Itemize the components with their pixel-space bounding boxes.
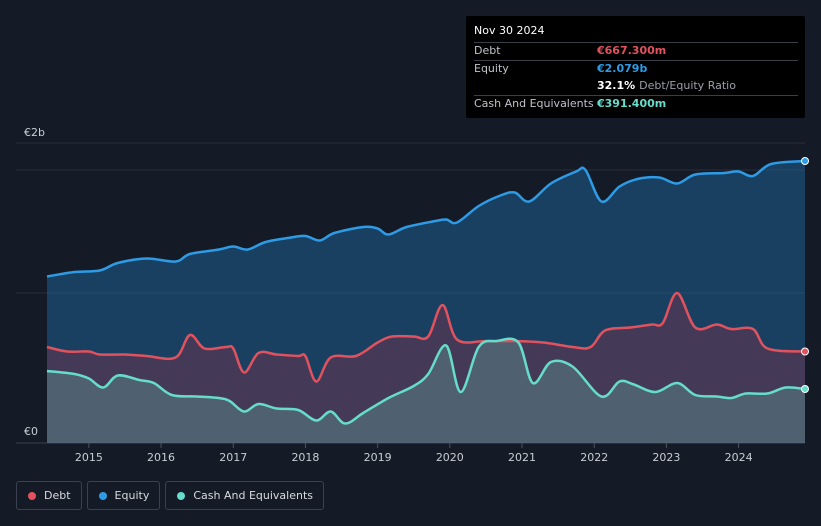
tooltip-ratio-value: 32.1%	[597, 79, 636, 92]
x-tick-label: 2020	[436, 451, 464, 464]
legend-debt-button[interactable]: Debt	[16, 481, 82, 510]
x-tick-label: 2019	[364, 451, 392, 464]
tooltip-debt-label: Debt	[474, 44, 501, 57]
debt-line	[46, 291, 806, 383]
data-tooltip: Nov 30 2024 Debt €667.300m Equity €2.079…	[466, 16, 805, 118]
chart-areas	[47, 161, 805, 443]
tooltip-cash-value: €391.400m	[597, 97, 667, 110]
legend-cash-button[interactable]: Cash And Equivalents	[165, 481, 324, 510]
chart-legend: Debt Equity Cash And Equivalents	[16, 481, 324, 510]
x-tick-label: 2022	[580, 451, 608, 464]
debt-end-marker	[801, 347, 809, 356]
x-tick-label: 2015	[75, 451, 103, 464]
equity-end-marker	[801, 157, 809, 165]
chart-grid	[16, 142, 805, 444]
cash-end-marker	[801, 385, 809, 393]
y-axis-top-label: €2b	[24, 126, 45, 139]
tooltip-date: Nov 30 2024	[474, 24, 545, 37]
y-axis-bottom-label: €0	[24, 425, 38, 438]
equity-dot-icon	[98, 491, 107, 500]
x-tick-label: 2017	[219, 451, 247, 464]
legend-cash-label: Cash And Equivalents	[193, 489, 313, 502]
tooltip-cash-row: Cash And Equivalents €391.400m	[474, 95, 798, 113]
legend-debt-label: Debt	[44, 489, 71, 502]
x-tick-label: 2018	[291, 451, 319, 464]
cash-line	[46, 337, 806, 425]
tooltip-ratio-label: Debt/Equity Ratio	[639, 79, 736, 92]
legend-equity-button[interactable]: Equity	[86, 481, 161, 510]
x-tick-label: 2016	[147, 451, 175, 464]
x-axis-ticks: 2015 2016 2017 2018 2019 2020 2021 2022 2023 2024	[75, 443, 753, 464]
equity-line	[46, 159, 806, 278]
x-tick-label: 2023	[652, 451, 680, 464]
tooltip-debt-value: €667.300m	[597, 44, 667, 57]
chart-lines	[46, 159, 806, 425]
tooltip-equity-value: €2.079b	[597, 62, 648, 75]
debt-dot-icon	[28, 491, 36, 500]
tooltip-ratio-row: 32.1% Debt/Equity Ratio	[474, 78, 798, 95]
x-tick-label: 2024	[725, 451, 753, 464]
cash-dot-icon	[177, 491, 186, 500]
x-tick-label: 2021	[508, 451, 536, 464]
cash-area	[47, 338, 805, 443]
tooltip-cash-label: Cash And Equivalents	[474, 97, 594, 110]
chart-end-markers	[801, 157, 809, 393]
legend-equity-label: Equity	[114, 489, 150, 502]
equity-area	[47, 161, 805, 443]
tooltip-equity-row: Equity €2.079b	[474, 60, 798, 78]
tooltip-debt-row: Debt €667.300m	[474, 42, 798, 60]
tooltip-equity-label: Equity	[474, 62, 509, 75]
